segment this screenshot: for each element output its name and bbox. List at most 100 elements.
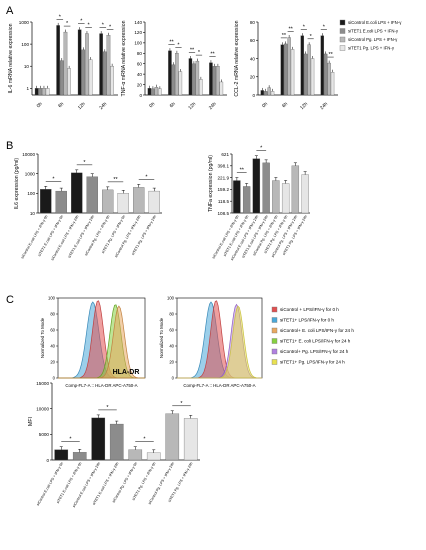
- panel-c: C 0 20 40 60 80 100 Normalized To Mode Comp-FL7…: [6, 294, 354, 508]
- bar: [67, 68, 71, 96]
- significance-mark: *: [180, 401, 183, 407]
- legend-label: siTET1+ E. coli LPS/IFN-γ for 24 h: [280, 339, 351, 344]
- bar: [151, 88, 155, 96]
- y-tick-label: 80: [137, 51, 143, 56]
- flow-histogram-ecoli: 0 20 40 60 80 100 Normalized To Mode Comp-FL7-A…: [40, 296, 146, 388]
- y-axis-label: Normalized To Mode: [159, 317, 164, 358]
- bar: [178, 71, 183, 96]
- tnfa-protein-chart: 108.5 118.5 159.2 221.9 398.1 621 TNFa express…: [208, 146, 310, 261]
- y-tick-label: 1000: [19, 20, 30, 25]
- y-tick-label: 0: [46, 458, 49, 463]
- x-axis-label: Comp-FL7-A :: HLA-DR APC-A750-A: [65, 383, 137, 388]
- bar: [106, 35, 111, 96]
- significance-mark: **: [329, 52, 334, 58]
- y-axis-label: Normalized To Mode: [40, 317, 45, 358]
- bar: [77, 29, 82, 96]
- tnf-mrna-chart: 0 20 40 60 80 100 120 140 TNF-α mRNA relative ex…: [121, 20, 227, 111]
- significance-mark: *: [83, 160, 86, 166]
- y-tick-label: 80: [250, 20, 256, 25]
- bar: [45, 88, 50, 96]
- y-tick-label: 398.1: [218, 164, 230, 169]
- bar: [310, 58, 315, 96]
- bar: [307, 44, 311, 96]
- significance-mark: *: [143, 437, 146, 443]
- bar: [42, 88, 46, 96]
- y-tick-label: 100: [27, 191, 35, 196]
- y-tick-label: 80: [169, 312, 174, 317]
- bar: [40, 189, 52, 214]
- y-tick-label: 108.5: [218, 211, 230, 216]
- bar: [71, 172, 83, 214]
- significance-mark: *: [177, 42, 180, 48]
- y-tick-label: 20: [250, 75, 256, 80]
- significance-mark: *: [52, 176, 55, 182]
- x-tick-label: 6h: [57, 101, 65, 109]
- legend-c: siControl + LPS/IFN-γ for 0 h siTET1+ LPS…: [271, 306, 354, 365]
- bar: [63, 31, 68, 96]
- bar: [117, 193, 129, 214]
- y-tick-label: 40: [250, 56, 256, 61]
- y-tick-label: 120: [134, 30, 142, 35]
- x-tick-label: 0h: [261, 101, 269, 109]
- significance-mark: *: [59, 14, 62, 20]
- bar: [103, 51, 107, 96]
- panel-label-a: A: [6, 5, 14, 17]
- significance-mark: **: [289, 27, 294, 33]
- legend-swatch: [271, 338, 278, 344]
- bar: [168, 50, 172, 96]
- bar: [212, 66, 217, 96]
- bar: [262, 162, 270, 214]
- significance-mark: *: [145, 174, 148, 180]
- bar: [91, 417, 106, 461]
- significance-mark: *: [303, 25, 306, 31]
- significance-mark: **: [282, 33, 287, 39]
- significance-mark: **: [169, 40, 174, 46]
- significance-mark: *: [66, 21, 69, 27]
- bar: [86, 176, 98, 214]
- bar: [81, 49, 86, 96]
- y-tick-label: 10000: [36, 406, 49, 411]
- y-tick-label: 20: [169, 360, 174, 365]
- y-tick-label: 100: [21, 42, 29, 47]
- legend-label: siTET1+ Pg. LPS/IFN-γ for 24 h: [280, 360, 345, 365]
- x-tick-label: siControl E.coli LPS + IFN-γ 0h: [20, 215, 48, 260]
- y-tick-label: 1: [26, 86, 29, 91]
- significance-mark: **: [113, 177, 118, 183]
- legend-swatch: [339, 19, 346, 26]
- y-tick-label: 100: [134, 41, 142, 46]
- bar: [154, 87, 159, 96]
- bar: [192, 63, 196, 96]
- y-axis-label: IL-6 mRNA relative expression: [8, 23, 14, 93]
- y-tick-label: 221.9: [218, 175, 230, 180]
- y-tick-label: 60: [50, 328, 55, 333]
- y-tick-label: 0: [53, 376, 56, 381]
- significance-mark: *: [198, 50, 201, 56]
- legend-swatch: [271, 306, 278, 313]
- y-tick-label: 5000: [39, 432, 50, 437]
- x-tick-label: 0h: [148, 101, 156, 109]
- bar: [291, 165, 300, 214]
- ccl2-mrna-chart: 0 20 40 60 80 CCL-2 mRNA relative expression 0…: [234, 20, 338, 111]
- y-tick-label: 0: [172, 376, 175, 381]
- y-tick-label: 10: [30, 211, 36, 216]
- x-tick-label: 24h: [208, 101, 218, 111]
- y-tick-label: 40: [50, 344, 55, 349]
- legend-swatch: [339, 45, 346, 51]
- bar: [171, 64, 176, 96]
- y-tick-label: 60: [250, 38, 256, 43]
- y-tick-label: 20: [50, 360, 55, 365]
- bar: [260, 90, 265, 96]
- significance-mark: *: [310, 34, 313, 40]
- legend-swatch: [339, 28, 346, 34]
- y-tick-label: 1000: [25, 171, 36, 176]
- x-tick-label: siControl E.coli LPS + IFN-γ 24h: [50, 215, 79, 262]
- significance-mark: *: [106, 405, 109, 411]
- bar: [320, 35, 325, 96]
- chart-title: HLA-DR: [113, 369, 140, 376]
- bar: [252, 158, 261, 214]
- panel-label-b: B: [6, 140, 13, 152]
- y-axis-label: MFI: [28, 417, 34, 426]
- legend-swatch: [271, 327, 278, 334]
